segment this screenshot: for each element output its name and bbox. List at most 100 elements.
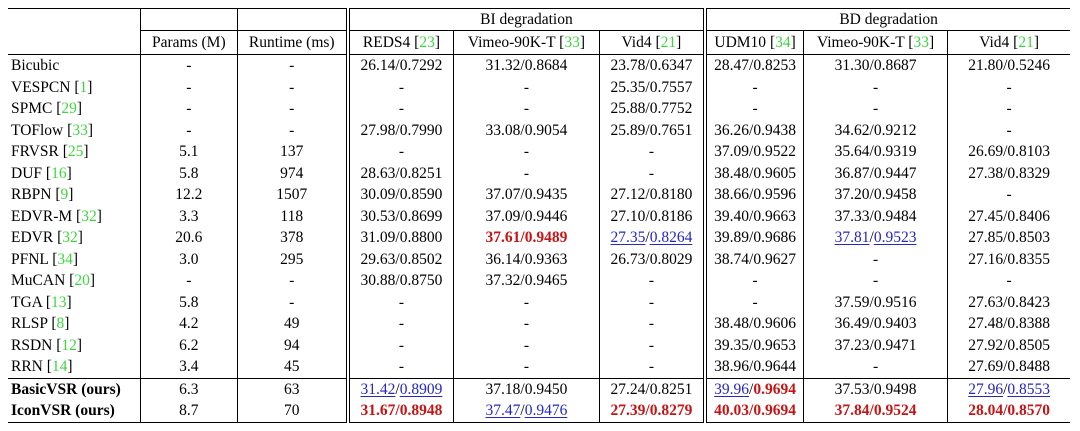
metric-cell: 29.63/0.8502	[345, 248, 454, 270]
metric-cell: -	[453, 162, 600, 184]
value-separator: /	[395, 164, 400, 182]
value-separator: /	[869, 186, 874, 204]
method-name: RRN	[11, 358, 43, 376]
citation-number: 21	[1018, 34, 1034, 51]
psnr-value: 27.24	[610, 380, 646, 398]
metric-cell: 27.39/0.8279	[598, 400, 706, 423]
psnr-value: 37.20	[834, 186, 870, 204]
citation-number: 23	[419, 34, 435, 51]
psnr-value: 37.18	[485, 380, 521, 398]
value-separator: /	[749, 121, 754, 139]
params-cell: -	[139, 119, 238, 141]
metric-cell: 37.09/0.9522	[703, 141, 804, 163]
runtime-cell: 295	[236, 248, 348, 270]
metric-cell: 39.40/0.9663	[703, 205, 804, 227]
value-separator: /	[395, 186, 400, 204]
citation-number: 32	[62, 229, 78, 247]
metric-cell: -	[345, 291, 454, 313]
metric-cell: -	[703, 98, 804, 120]
metric-cell: -	[598, 291, 706, 313]
psnr-value: 26.73	[610, 250, 646, 268]
citation-number: 1	[79, 78, 88, 96]
metric-cell: 36.14/0.9363	[453, 248, 600, 270]
value-separator: /	[520, 207, 525, 225]
psnr-value: 26.14	[360, 57, 396, 75]
results-table: BI degradation BD degradation Params (M) Ru…	[8, 8, 1070, 423]
citation-number: 13	[51, 293, 67, 311]
params-cell: 3.0	[139, 248, 238, 270]
psnr-value: 27.12	[610, 186, 646, 204]
metric-cell: 37.33/0.9484	[802, 205, 948, 227]
metric-cell: 28.47/0.8253	[703, 54, 804, 77]
metric-cell: 38.48/0.9606	[703, 313, 804, 335]
metric-cell: 37.47/0.9476	[453, 400, 600, 423]
metric-cell: 27.98/0.7990	[345, 119, 454, 141]
psnr-value: 27.48	[968, 315, 1004, 333]
value-separator: /	[520, 272, 525, 290]
citation-number: 21	[660, 34, 677, 51]
metric-cell: -	[802, 76, 948, 98]
method-name: TOFlow	[11, 121, 64, 139]
metric-cell: -	[802, 98, 948, 120]
value-separator: /	[520, 57, 525, 75]
value-separator: /	[645, 402, 650, 420]
value-separator: /	[869, 143, 874, 161]
metric-cell: 37.84/0.9524	[802, 400, 948, 423]
ssim-value: 0.9498	[873, 380, 917, 398]
params-cell: 20.6	[139, 227, 238, 249]
metric-cell: 23.78/0.6347	[598, 54, 706, 77]
table-row: PFNL [34] 3.0 295 29.63/0.8502 36.14/0.9363 2…	[8, 248, 1070, 270]
metric-cell: 31.09/0.8800	[345, 227, 454, 249]
method-cell: RLSP [8]	[11, 315, 70, 333]
ssim-value: 0.7752	[649, 100, 693, 118]
ssim-value: 0.9319	[873, 143, 917, 161]
method-name: BasicVSR (ours)	[11, 380, 121, 398]
metric-cell: -	[598, 162, 706, 184]
metric-cell: -	[598, 356, 706, 378]
group-header-bi-degradation: BI degradation	[345, 8, 706, 31]
method-name: VESPCN	[11, 78, 71, 96]
value-separator: /	[645, 100, 650, 118]
metric-cell: -	[947, 119, 1070, 141]
ssim-value: 0.9212	[873, 121, 917, 139]
metric-cell: 27.48/0.8388	[947, 313, 1070, 335]
psnr-value: 31.32	[485, 57, 521, 75]
psnr-value: 28.63	[360, 164, 396, 182]
params-cell: 5.8	[139, 291, 238, 313]
value-separator: /	[1003, 57, 1008, 75]
metric-cell: 27.69/0.8488	[947, 356, 1070, 378]
value-separator: /	[395, 272, 400, 290]
runtime-cell: 378	[236, 227, 348, 249]
col-header-udm10-bd: UDM10 [34]	[703, 30, 804, 55]
value-separator: /	[1003, 143, 1008, 161]
ssim-value: 0.8488	[1007, 358, 1050, 376]
psnr-value: 27.16	[968, 250, 1004, 268]
ssim-value: 0.8406	[1007, 207, 1050, 225]
psnr-value: 36.49	[834, 315, 870, 333]
citation-number: 8	[56, 315, 65, 333]
metric-cell: 27.92/0.8505	[947, 334, 1070, 356]
ssim-value: 0.8264	[649, 229, 693, 247]
metric-cell: 36.26/0.9438	[703, 119, 804, 141]
psnr-value: 37.59	[834, 293, 870, 311]
citation-number: 16	[51, 164, 67, 182]
psnr-value: 38.48	[714, 164, 750, 182]
method-name: Bicubic	[11, 57, 60, 75]
value-separator: /	[749, 164, 754, 182]
value-separator: /	[1003, 358, 1008, 376]
ssim-value: 0.8553	[1007, 380, 1050, 398]
method-name: EDVR	[11, 229, 54, 247]
metric-cell: 37.18/0.9450	[453, 377, 600, 400]
metric-cell: 27.35/0.8264	[598, 227, 706, 249]
metric-cell: 31.42/0.8909	[345, 377, 454, 400]
metric-cell: 37.23/0.9471	[802, 334, 948, 356]
metric-cell: -	[345, 356, 454, 378]
value-separator: /	[869, 402, 874, 420]
value-separator: /	[749, 207, 754, 225]
citation-number: 33	[564, 34, 580, 51]
metric-cell: -	[345, 141, 454, 163]
psnr-value: 34.62	[834, 121, 870, 139]
citation-number: 33	[72, 121, 88, 139]
metric-cell: -	[453, 98, 600, 120]
metric-cell: 38.48/0.9605	[703, 162, 804, 184]
